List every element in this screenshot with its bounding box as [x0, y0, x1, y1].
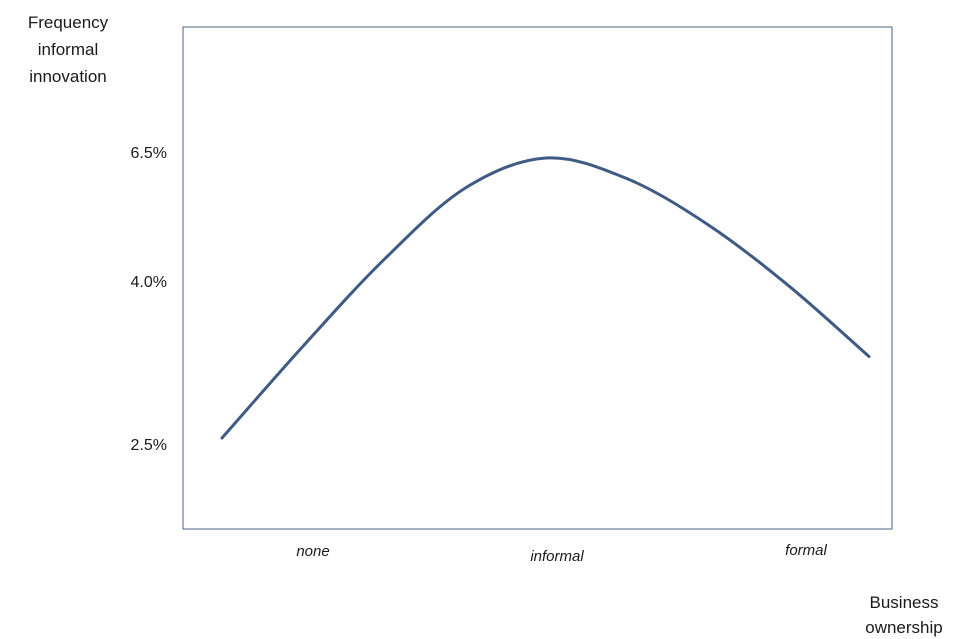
plot-area-frame	[182, 26, 893, 530]
y-axis-title-line-1: Frequency	[28, 13, 109, 32]
x-axis-title-line-2: ownership	[865, 618, 943, 637]
y-tick-label-4-0: 4.0%	[131, 274, 167, 291]
y-axis-ticks: 2.5% 4.0% 6.5%	[131, 145, 167, 454]
y-axis-title: Frequency informal innovation	[28, 13, 109, 86]
x-axis-title-line-1: Business	[870, 593, 939, 612]
y-axis-title-line-3: innovation	[29, 67, 107, 86]
x-axis-title: Business ownership	[865, 593, 943, 637]
x-category-label-informal: informal	[530, 548, 584, 565]
x-axis-categories: none informal formal	[296, 542, 827, 565]
x-category-label-formal: formal	[785, 542, 827, 559]
y-tick-label-6-5: 6.5%	[131, 145, 167, 162]
series-line-0	[220, 156, 871, 440]
x-category-label-none: none	[296, 543, 329, 560]
y-tick-label-2-5: 2.5%	[131, 437, 167, 454]
y-axis-title-line-2: informal	[38, 40, 98, 59]
series-layer	[220, 156, 871, 440]
